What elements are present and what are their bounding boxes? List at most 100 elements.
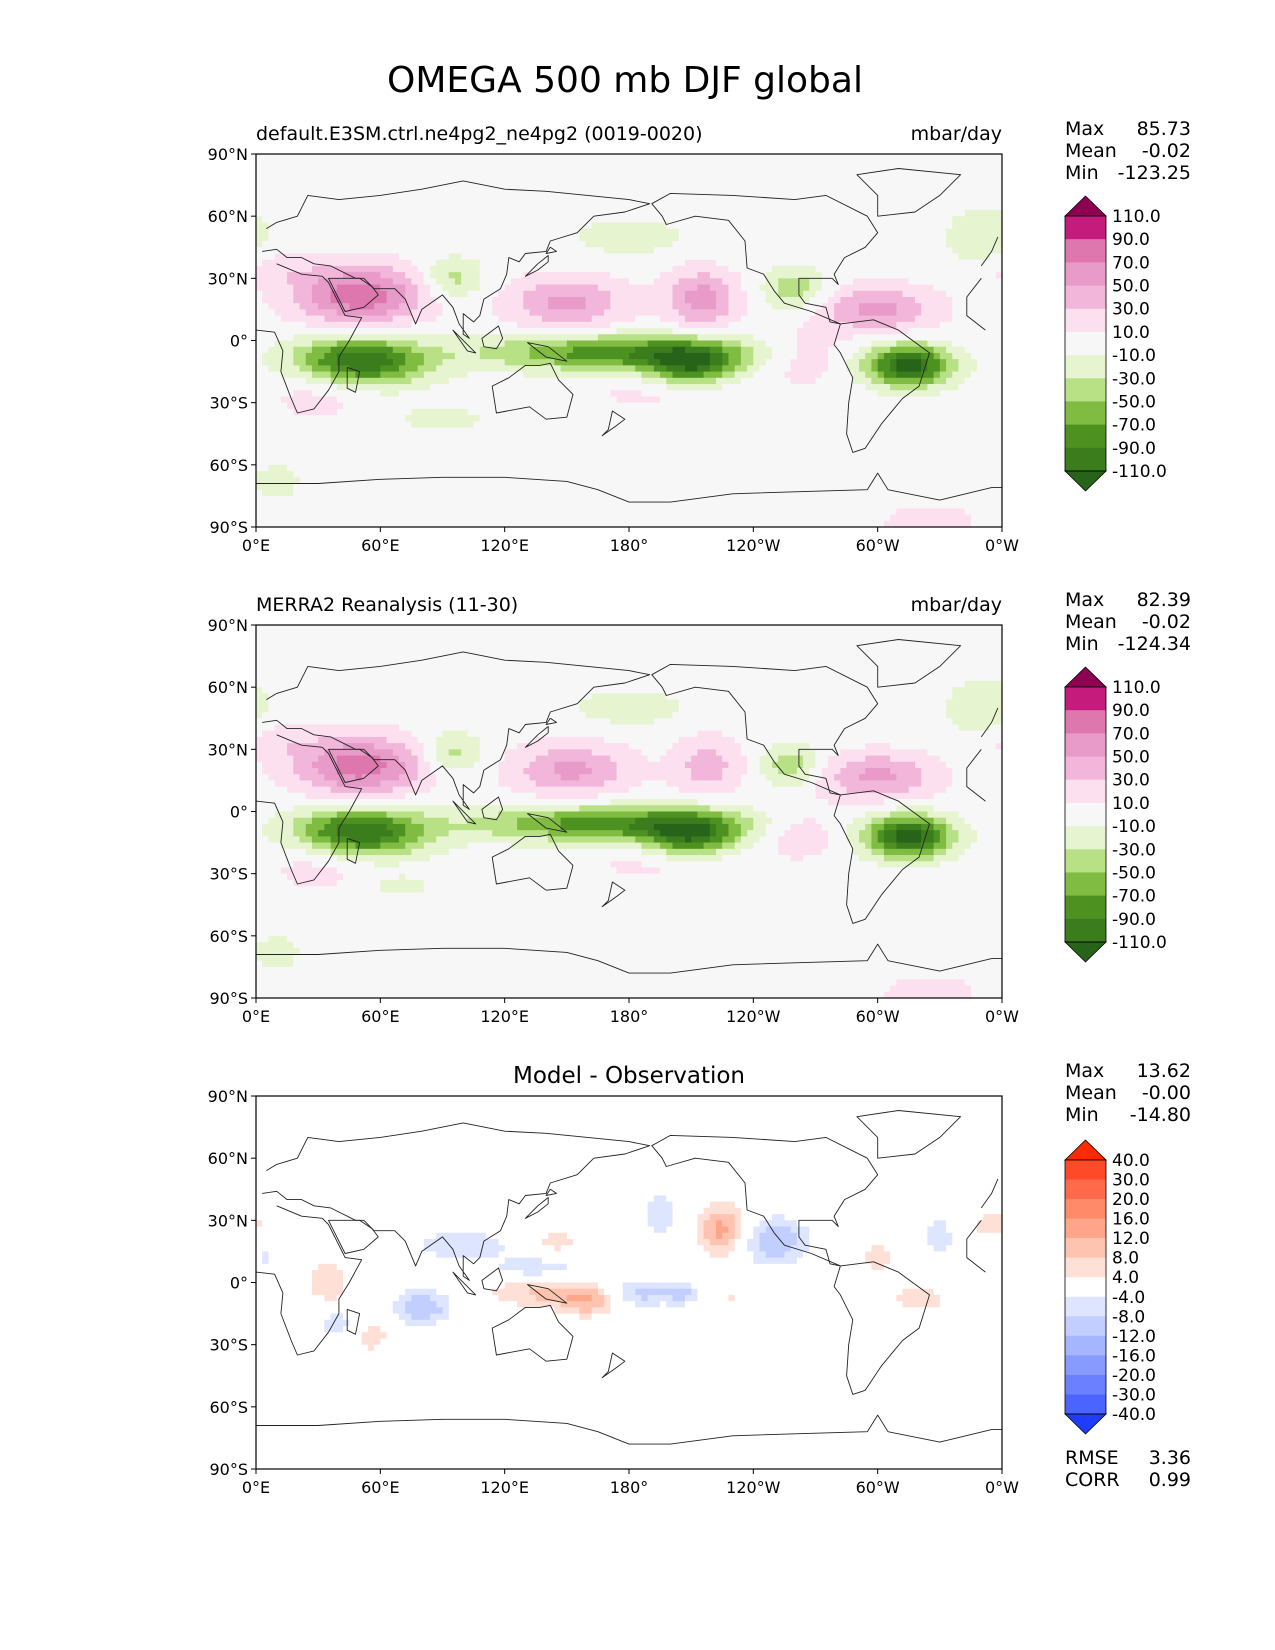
colorbar-tick-label: 30.0 [1112, 771, 1150, 791]
contour-cell [268, 836, 301, 844]
contour-cell [722, 755, 748, 763]
contour-cell [442, 346, 481, 354]
contour-cell [330, 848, 413, 856]
contour-cell [684, 290, 717, 298]
contour-cell [834, 303, 860, 311]
contour-cell [865, 823, 873, 831]
contour-cell [678, 736, 736, 744]
lat-tick-label: 30°N [208, 740, 248, 759]
contour-cell [939, 352, 953, 360]
contour-cell [747, 767, 761, 775]
contour-cell [890, 1257, 1003, 1265]
coastline-africa [255, 734, 363, 885]
contour-cell [952, 693, 1003, 701]
coastline-newguinea [527, 813, 568, 833]
contour-cell [952, 222, 1003, 230]
contour-cell [815, 265, 1003, 273]
contour-cell [436, 315, 500, 323]
contour-cell [523, 1270, 543, 1277]
contour-cell [262, 730, 413, 738]
contour-cell [946, 817, 966, 825]
contour-cell [523, 371, 643, 379]
contour-cell [436, 836, 549, 844]
contour-cell [417, 340, 506, 348]
contour-cell [678, 321, 730, 329]
colorbar-band [1065, 687, 1106, 711]
contour-cell [666, 377, 717, 385]
contour-cell [859, 359, 873, 366]
colorbar-tick-label: -50.0 [1112, 393, 1156, 413]
contour-cell [927, 365, 941, 373]
contour-cell [753, 805, 897, 813]
contour-cell [305, 792, 406, 800]
contour-cell [256, 1350, 1003, 1358]
contour-cell [629, 743, 674, 750]
contour-cell [479, 749, 506, 757]
contour-cell [821, 848, 854, 856]
contour-cell [939, 365, 947, 373]
rmse-label: RMSE [1065, 1447, 1119, 1469]
contour-cell [541, 315, 593, 323]
contour-cell [293, 352, 307, 360]
contour-cell [970, 823, 1003, 831]
contour-cell [430, 384, 667, 391]
contour-cell [336, 352, 388, 360]
lon-tick-label: 0°W [985, 536, 1019, 555]
contour-cell [392, 786, 431, 794]
contour-cell [430, 786, 512, 794]
colorbar-band [1065, 1179, 1106, 1200]
contour-cell [896, 823, 922, 831]
contour-cell [349, 365, 381, 373]
contour-cell [846, 359, 860, 366]
contour-cell [977, 1220, 1003, 1228]
contour-cell [579, 228, 680, 236]
contour-cell [585, 296, 611, 304]
contour-cell [442, 730, 468, 738]
contour-cell [678, 309, 730, 317]
contour-cell [840, 284, 935, 292]
contour-cell [256, 433, 1003, 441]
contour-cell [566, 1263, 873, 1271]
contour-cell [560, 1245, 705, 1253]
coastline-africa [255, 1205, 363, 1356]
contour-cell [256, 1183, 1003, 1190]
contour-cell [610, 272, 661, 279]
contour-cell [256, 1226, 655, 1234]
colorbar-tick-label: -4.0 [1112, 1288, 1145, 1308]
contour-cell [778, 767, 798, 775]
lat-tick-label: 60°N [208, 1149, 248, 1168]
contour-cell [666, 1226, 698, 1234]
colorbar-band [1065, 802, 1106, 827]
contour-cell [803, 755, 817, 763]
contour-cell [939, 830, 947, 837]
contour-cell [653, 836, 667, 844]
contour-cell [647, 1220, 674, 1228]
stat-mean-value: -0.02 [1142, 140, 1191, 162]
contour-cell [946, 346, 966, 354]
contour-cell [386, 811, 425, 819]
contour-cell [268, 365, 301, 373]
contour-cell [722, 1232, 736, 1240]
contour-cell [964, 346, 1003, 354]
contour-cell [896, 365, 922, 373]
contour-cell [256, 674, 1003, 682]
contour-cell [641, 861, 879, 869]
contour-cell [262, 489, 294, 497]
contour-cell [771, 1214, 786, 1221]
contour-cell [734, 1294, 897, 1302]
coastline-africa [255, 263, 363, 414]
contour-cell [740, 836, 761, 844]
contour-cell [703, 842, 723, 850]
contour-cell [318, 830, 338, 837]
contour-cell [256, 508, 897, 516]
contour-cell [970, 842, 1003, 850]
contour-cell [256, 172, 1003, 180]
contour-cell [977, 836, 1003, 844]
contour-cell [579, 805, 711, 813]
panel-reference-units: mbar/day [911, 594, 1002, 616]
contour-cell [933, 792, 1003, 800]
contour-cell [709, 284, 730, 292]
contour-cell [977, 1226, 1003, 1234]
contour-cell [548, 749, 593, 757]
contour-cell [417, 365, 437, 373]
